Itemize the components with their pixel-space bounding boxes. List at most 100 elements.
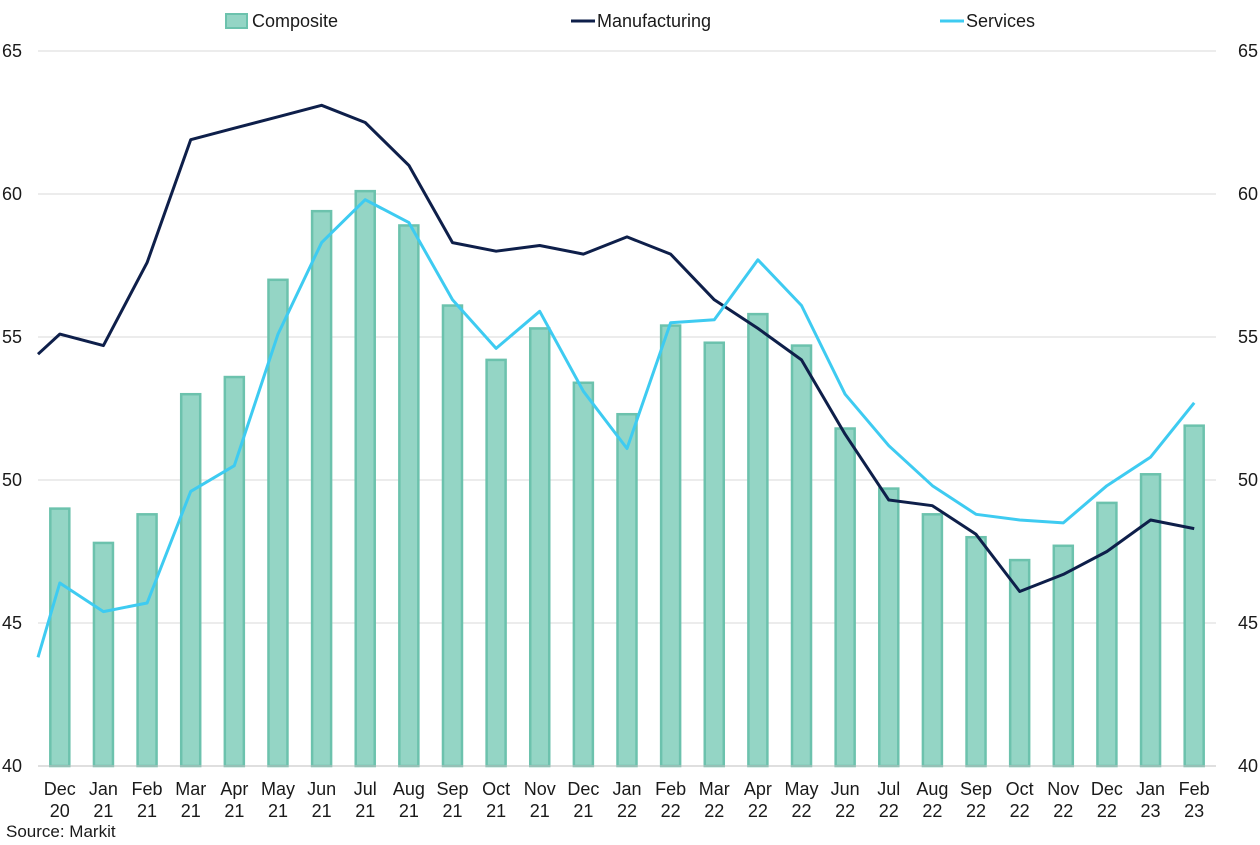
x-tick-year-26: 23 <box>1184 801 1204 821</box>
x-tick-month-19: Jul <box>877 779 900 799</box>
composite-bar-1 <box>92 541 115 768</box>
y-tick-right-65: 65 <box>1238 41 1258 61</box>
x-tick-month-8: Aug <box>393 779 425 799</box>
x-tick-year-15: 22 <box>704 801 724 821</box>
y-tick-left-40: 40 <box>2 756 22 776</box>
y-tick-right-55: 55 <box>1238 327 1258 347</box>
x-tick-year-16: 22 <box>748 801 768 821</box>
composite-bar-15 <box>703 341 726 768</box>
composite-bar-2 <box>136 513 158 768</box>
composite-bar-12 <box>572 381 595 768</box>
x-tick-month-14: Feb <box>655 779 686 799</box>
x-tick-year-20: 22 <box>922 801 942 821</box>
manufacturing-line <box>36 103 1195 593</box>
x-tick-year-19: 22 <box>879 801 899 821</box>
legend-label-composite: Composite <box>252 11 338 31</box>
x-tick-month-13: Jan <box>612 779 641 799</box>
x-tick-month-25: Jan <box>1136 779 1165 799</box>
composite-bar-24 <box>1096 501 1118 768</box>
x-tick-year-13: 22 <box>617 801 637 821</box>
composite-bar-18 <box>834 427 856 768</box>
x-tick-year-12: 21 <box>573 801 593 821</box>
composite-bar-17 <box>790 344 813 768</box>
x-tick-year-3: 21 <box>181 801 201 821</box>
legend-label-services: Services <box>966 11 1035 31</box>
composite-bar-0 <box>49 507 71 768</box>
x-tick-month-16: Apr <box>744 779 772 799</box>
x-tick-month-7: Jul <box>354 779 377 799</box>
x-tick-month-1: Jan <box>89 779 118 799</box>
x-tick-month-12: Dec <box>567 779 599 799</box>
legend-label-manufacturing: Manufacturing <box>597 11 711 31</box>
x-tick-month-23: Nov <box>1047 779 1079 799</box>
x-tick-year-6: 21 <box>312 801 332 821</box>
x-tick-year-11: 21 <box>530 801 550 821</box>
x-tick-month-4: Apr <box>220 779 248 799</box>
composite-bar-25 <box>1139 473 1162 768</box>
composite-bar-9 <box>441 304 464 768</box>
composite-bar-10 <box>485 358 507 768</box>
x-tick-year-23: 22 <box>1053 801 1073 821</box>
x-tick-year-7: 21 <box>355 801 375 821</box>
x-tick-month-0: Dec <box>44 779 76 799</box>
composite-bar-7 <box>354 189 376 768</box>
x-tick-month-26: Feb <box>1179 779 1210 799</box>
x-tick-month-3: Mar <box>175 779 206 799</box>
x-tick-year-9: 21 <box>442 801 462 821</box>
x-tick-month-15: Mar <box>699 779 730 799</box>
y-tick-left-65: 65 <box>2 41 22 61</box>
y-tick-right-40: 40 <box>1238 756 1258 776</box>
x-tick-year-4: 21 <box>224 801 244 821</box>
x-tick-month-21: Sep <box>960 779 992 799</box>
composite-bar-11 <box>528 327 551 768</box>
composite-bar-26 <box>1183 424 1205 768</box>
x-tick-year-2: 21 <box>137 801 157 821</box>
x-tick-month-10: Oct <box>482 779 510 799</box>
x-tick-year-8: 21 <box>399 801 419 821</box>
x-tick-month-24: Dec <box>1091 779 1123 799</box>
composite-bar-4 <box>223 375 246 768</box>
x-tick-year-25: 23 <box>1141 801 1161 821</box>
y-tick-left-60: 60 <box>2 184 22 204</box>
x-tick-month-20: Aug <box>916 779 948 799</box>
y-tick-right-50: 50 <box>1238 470 1258 490</box>
x-tick-month-9: Sep <box>436 779 468 799</box>
composite-bar-14 <box>659 324 682 768</box>
x-tick-month-11: Nov <box>524 779 556 799</box>
composite-bar-6 <box>310 209 333 768</box>
x-tick-year-24: 22 <box>1097 801 1117 821</box>
y-tick-right-60: 60 <box>1238 184 1258 204</box>
composite-bar-13 <box>616 412 638 768</box>
x-tick-year-14: 22 <box>661 801 681 821</box>
services-line <box>36 198 1196 658</box>
y-tick-right-45: 45 <box>1238 613 1258 633</box>
y-tick-left-45: 45 <box>2 613 22 633</box>
composite-bar-23 <box>1052 544 1075 768</box>
x-tick-year-17: 22 <box>792 801 812 821</box>
series-lines <box>36 103 1196 658</box>
x-tick-month-18: Jun <box>831 779 860 799</box>
x-tick-year-0: 20 <box>50 801 70 821</box>
y-tick-left-55: 55 <box>2 327 22 347</box>
legend-swatch-composite <box>225 13 248 29</box>
x-tick-year-1: 21 <box>93 801 113 821</box>
composite-bar-3 <box>179 392 202 768</box>
composite-bar-8 <box>398 224 420 768</box>
composite-bar-16 <box>747 312 769 768</box>
x-tick-month-17: May <box>785 779 819 799</box>
x-tick-year-5: 21 <box>268 801 288 821</box>
source-note: Source: Markit <box>6 822 116 841</box>
composite-bar-21 <box>965 535 987 768</box>
x-tick-month-22: Oct <box>1006 779 1034 799</box>
x-tick-year-10: 21 <box>486 801 506 821</box>
x-tick-month-5: May <box>261 779 295 799</box>
x-tick-year-22: 22 <box>1010 801 1030 821</box>
legend: Composite Manufacturing Services <box>225 11 1035 31</box>
composite-bar-19 <box>878 487 900 768</box>
composite-bar-20 <box>921 513 944 768</box>
x-tick-month-6: Jun <box>307 779 336 799</box>
x-tick-month-2: Feb <box>132 779 163 799</box>
composite-bars <box>49 189 1205 768</box>
